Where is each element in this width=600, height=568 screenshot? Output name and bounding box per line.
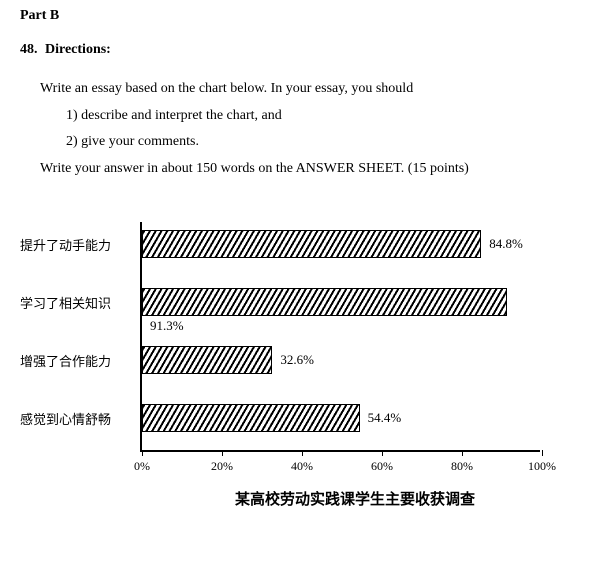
directions-heading: Directions:	[45, 42, 111, 57]
chart-category-label: 增强了合作能力	[20, 351, 130, 370]
directions-closing: Write your answer in about 150 words on …	[40, 156, 580, 183]
chart-bar	[142, 346, 272, 374]
chart-plot: 84.8%91.3%32.6%54.4%0%20%40%60%80%100%	[140, 222, 540, 452]
chart-title: 某高校劳动实践课学生主要收获调查	[120, 488, 590, 509]
question-number: 48.	[20, 42, 38, 57]
chart: 84.8% 91.3% 32.6% 54.4% 0% 20% 40% 60% 80% 100% 某…	[110, 222, 590, 509]
chart-bar-row: 54.4%	[142, 404, 401, 432]
chart-xtick	[462, 450, 463, 456]
chart-xtick	[302, 450, 303, 456]
chart-bar	[142, 404, 360, 432]
part-label: Part B	[20, 8, 580, 24]
chart-category-label: 感觉到心情舒畅	[20, 409, 130, 428]
chart-bar-row: 84.8%	[142, 230, 523, 258]
chart-category-label: 学习了相关知识	[20, 293, 130, 312]
question-heading: 48. Directions:	[20, 42, 580, 58]
chart-bar-value: 54.4%	[368, 410, 402, 426]
chart-bar	[142, 288, 507, 316]
chart-xtick-label: 0%	[134, 459, 150, 474]
directions-item-2: 2) give your comments.	[66, 129, 580, 156]
chart-bar-row: 32.6%	[142, 346, 314, 374]
chart-bar-value: 32.6%	[280, 352, 314, 368]
chart-xtick	[222, 450, 223, 456]
directions-intro: Write an essay based on the chart below.…	[40, 76, 580, 103]
directions-item-1: 1) describe and interpret the chart, and	[66, 103, 580, 130]
chart-xtick-label: 100%	[528, 459, 556, 474]
chart-bar-value: 84.8%	[489, 236, 523, 252]
chart-bar	[142, 230, 481, 258]
chart-bar-value: 91.3%	[150, 318, 184, 334]
chart-xtick-label: 60%	[371, 459, 393, 474]
chart-xtick-label: 40%	[291, 459, 313, 474]
chart-xtick	[142, 450, 143, 456]
chart-xtick-label: 80%	[451, 459, 473, 474]
chart-xtick	[542, 450, 543, 456]
directions-body: Write an essay based on the chart below.…	[40, 76, 580, 182]
chart-bar-row: 91.3%	[142, 288, 540, 316]
chart-category-label: 提升了动手能力	[20, 235, 130, 254]
chart-xtick	[382, 450, 383, 456]
chart-xtick-label: 20%	[211, 459, 233, 474]
